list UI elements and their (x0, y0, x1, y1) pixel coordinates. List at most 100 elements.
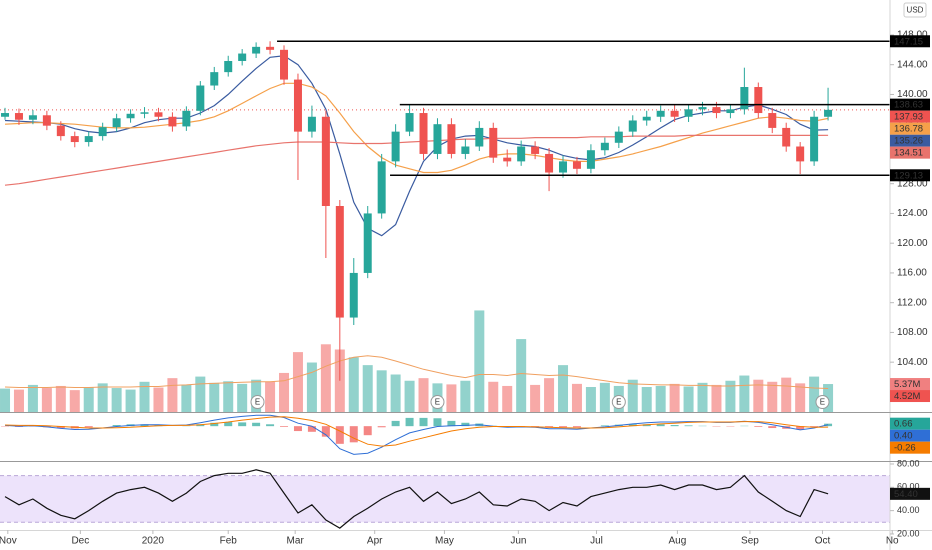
volume-bar (292, 352, 303, 412)
macd-histogram (433, 418, 442, 427)
volume-bar (795, 383, 806, 412)
volume-bar (781, 377, 792, 412)
volume-bar (97, 383, 108, 412)
earnings-marker (250, 395, 265, 409)
candle-body (489, 127, 498, 158)
candle-body (42, 115, 51, 126)
macd-histogram (363, 426, 372, 436)
price-label-box (890, 169, 930, 182)
macd-histogram (670, 425, 679, 427)
volume-bar (125, 389, 136, 412)
macd-histogram (349, 426, 358, 443)
x-tick-label: Dec (71, 536, 89, 547)
candle-body (196, 85, 205, 111)
price-label: 0.40 (894, 431, 913, 442)
macd-histogram (238, 422, 247, 427)
macd-histogram (210, 422, 219, 427)
candle-body (824, 109, 833, 117)
x-tick-label: Apr (367, 536, 383, 547)
candle-body (280, 49, 289, 80)
price-label: 135.26 (894, 136, 923, 147)
currency: USD (907, 6, 924, 15)
candle-body (70, 136, 79, 143)
rsi-line (4, 469, 829, 529)
rsi-tick-label: 40.00 (897, 505, 920, 515)
earnings-label: E (255, 398, 260, 407)
macd-histogram (656, 424, 665, 427)
candle-body (712, 107, 721, 114)
volume-bar (69, 390, 80, 412)
price-label-box (890, 134, 930, 147)
volume-bar (0, 388, 11, 412)
x-tick-label: May (435, 536, 454, 547)
price-label: -0.26 (894, 443, 916, 454)
macd-histogram (405, 417, 414, 427)
macd-histogram (280, 426, 289, 427)
macd-histogram (684, 425, 693, 427)
x-tick-label: Jun (510, 536, 526, 547)
candle-body (572, 161, 581, 169)
price-label: 136.78 (894, 124, 923, 135)
volume-bar (418, 378, 429, 412)
price-label: 54.40 (894, 489, 918, 500)
macd-histogram (321, 426, 330, 437)
y-tick-label: 140.00 (897, 89, 928, 100)
volume-bar (279, 372, 290, 412)
volume-bar (27, 384, 38, 412)
volume-bar (376, 370, 387, 412)
price-label-box (890, 441, 930, 454)
price-label-box (890, 146, 930, 159)
volume-bar (544, 378, 555, 412)
volume-bar (446, 384, 457, 412)
candle-body (614, 131, 623, 143)
candle-body (14, 113, 23, 120)
macd-histogram (572, 426, 581, 428)
x-tick-label: Nov (0, 536, 17, 547)
candle-body (433, 124, 442, 154)
candle-body (600, 142, 609, 151)
macd-histogram (419, 417, 428, 427)
candle-body (224, 60, 233, 73)
y-tick-label: 116.00 (897, 268, 927, 279)
price-label: 5.37M (894, 379, 920, 390)
candle-body (210, 72, 219, 86)
volume-bar (13, 389, 24, 412)
rsi-tick-label: 20.00 (897, 528, 920, 538)
candle-body (321, 116, 330, 206)
macd-histogram (461, 422, 470, 427)
volume-bar (558, 365, 569, 412)
candle-body (56, 125, 65, 137)
price-label-box (890, 390, 930, 403)
candle-body (628, 120, 637, 132)
candle-body (586, 150, 595, 169)
candle-body (545, 153, 554, 173)
volume-bar (502, 385, 513, 412)
macd-histogram (559, 426, 568, 428)
candle-body (126, 113, 135, 119)
candle-body (782, 127, 791, 147)
x-tick-label: Oct (815, 536, 831, 547)
volume-bar (599, 382, 610, 412)
volume-bar (237, 383, 248, 412)
volume-bar (516, 339, 527, 412)
price-label-box (890, 110, 930, 123)
volume-bar (362, 365, 373, 412)
volume-bar (41, 388, 52, 412)
candle-body (447, 124, 456, 154)
macd-histogram (140, 424, 149, 427)
price-label: 0.66 (894, 419, 913, 430)
earnings-label: E (616, 398, 621, 407)
candle-body (140, 112, 149, 114)
macd-histogram (628, 424, 637, 427)
candle-body (182, 110, 191, 127)
candle-body (405, 113, 414, 132)
volume-bar (669, 383, 680, 412)
y-tick-label: 108.00 (897, 327, 928, 338)
volume-bar (697, 382, 708, 412)
volume-bar (474, 310, 485, 412)
price-label-box (890, 429, 930, 442)
y-tick-label: 104.00 (897, 357, 928, 368)
price-label: 138.63 (894, 100, 923, 111)
